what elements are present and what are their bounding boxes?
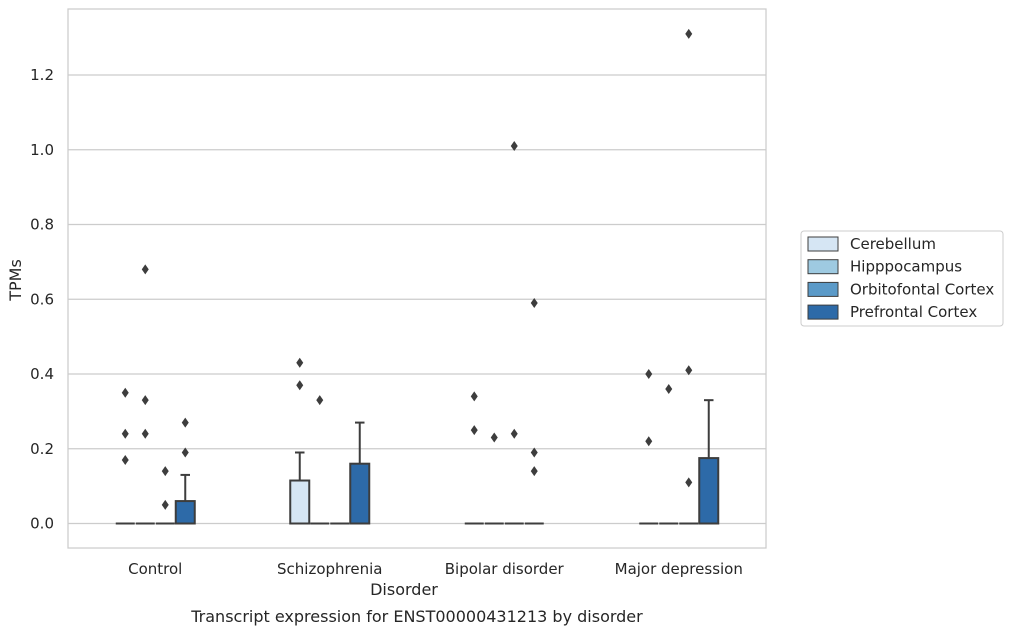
outlier-point bbox=[530, 297, 538, 308]
legend: Cerebellum Hipppocampus Orbitofontal Corte… bbox=[800, 230, 1004, 327]
y-tick-label: 0.0 bbox=[30, 515, 54, 533]
box-hipppocampus bbox=[659, 383, 679, 525]
box-body bbox=[698, 457, 720, 525]
chart-caption: Transcript expression for ENST0000043121… bbox=[190, 607, 643, 626]
grid-lines bbox=[68, 74, 766, 525]
outlier-point bbox=[665, 383, 673, 394]
outlier-point bbox=[161, 499, 169, 510]
x-tick-label: Schizophrenia bbox=[277, 560, 382, 578]
box-orbitofontal-cortex bbox=[504, 141, 524, 525]
outlier-point bbox=[121, 387, 129, 398]
legend-swatch bbox=[807, 281, 839, 297]
outlier-point bbox=[490, 432, 498, 443]
legend-swatch bbox=[807, 259, 839, 275]
legend-frame bbox=[800, 230, 1004, 327]
y-tick-label: 0.6 bbox=[30, 290, 54, 308]
outlier-point bbox=[685, 365, 693, 376]
outlier-point bbox=[296, 380, 304, 391]
x-tick-label: Control bbox=[128, 560, 182, 578]
outlier-point bbox=[141, 264, 149, 275]
box-cerebellum bbox=[115, 387, 135, 525]
box-series bbox=[115, 28, 720, 525]
outlier-point bbox=[645, 369, 653, 379]
box-body bbox=[174, 500, 196, 525]
y-tick-labels: 0.0 0.2 0.4 0.6 0.8 1.0 1.2 bbox=[30, 66, 54, 533]
x-axis-label: Disorder bbox=[370, 580, 438, 599]
box-prefrontal-cortex bbox=[174, 417, 196, 525]
outlier-point bbox=[685, 28, 693, 39]
outlier-point bbox=[316, 395, 324, 406]
y-tick-label: 0.2 bbox=[30, 440, 54, 458]
outlier-point bbox=[141, 428, 149, 439]
outlier-point bbox=[530, 447, 538, 458]
box-body bbox=[349, 462, 371, 525]
y-tick-label: 0.8 bbox=[30, 216, 54, 234]
outlier-point bbox=[530, 466, 538, 477]
outlier-point bbox=[161, 466, 169, 477]
box-hipppocampus bbox=[484, 432, 504, 525]
box-prefrontal-cortex bbox=[524, 297, 544, 525]
box-prefrontal-cortex bbox=[698, 399, 720, 525]
box-orbitofontal-cortex bbox=[679, 28, 699, 525]
outlier-point bbox=[510, 141, 518, 152]
outlier-point bbox=[121, 454, 129, 465]
outlier-point bbox=[470, 425, 478, 436]
legend-label: Cerebellum bbox=[850, 235, 936, 253]
y-tick-label: 1.0 bbox=[30, 141, 54, 159]
outlier-point bbox=[685, 477, 693, 488]
box-cerebellum bbox=[464, 391, 484, 525]
outlier-point bbox=[645, 436, 653, 447]
box-cerebellum bbox=[289, 357, 311, 525]
outlier-point bbox=[510, 428, 518, 439]
outlier-point bbox=[181, 417, 189, 428]
x-tick-labels: Control Schizophrenia Bipolar disorder Majo… bbox=[128, 560, 743, 578]
legend-label: Hipppocampus bbox=[850, 258, 962, 276]
legend-swatch bbox=[807, 236, 839, 252]
box-body bbox=[289, 479, 311, 525]
box-hipppocampus bbox=[135, 264, 155, 525]
box-hipppocampus bbox=[310, 395, 330, 525]
legend-swatch bbox=[807, 304, 839, 320]
legend-label: Orbitofontal Cortex bbox=[850, 280, 994, 298]
outlier-point bbox=[296, 357, 304, 368]
y-tick-label: 1.2 bbox=[30, 66, 54, 84]
outlier-point bbox=[141, 395, 149, 406]
outlier-point bbox=[470, 391, 478, 402]
plot-area-frame bbox=[67, 8, 767, 549]
x-tick-label: Major depression bbox=[615, 560, 743, 578]
x-tick-label: Bipolar disorder bbox=[445, 560, 565, 578]
y-tick-label: 0.4 bbox=[30, 365, 54, 383]
y-axis-label: TPMs bbox=[6, 259, 25, 302]
outlier-point bbox=[121, 428, 129, 439]
box-orbitofontal-cortex bbox=[155, 466, 175, 525]
box-cerebellum bbox=[639, 369, 659, 525]
outlier-point bbox=[181, 447, 189, 458]
legend-label: Prefrontal Cortex bbox=[850, 303, 977, 321]
box-prefrontal-cortex bbox=[349, 421, 371, 525]
